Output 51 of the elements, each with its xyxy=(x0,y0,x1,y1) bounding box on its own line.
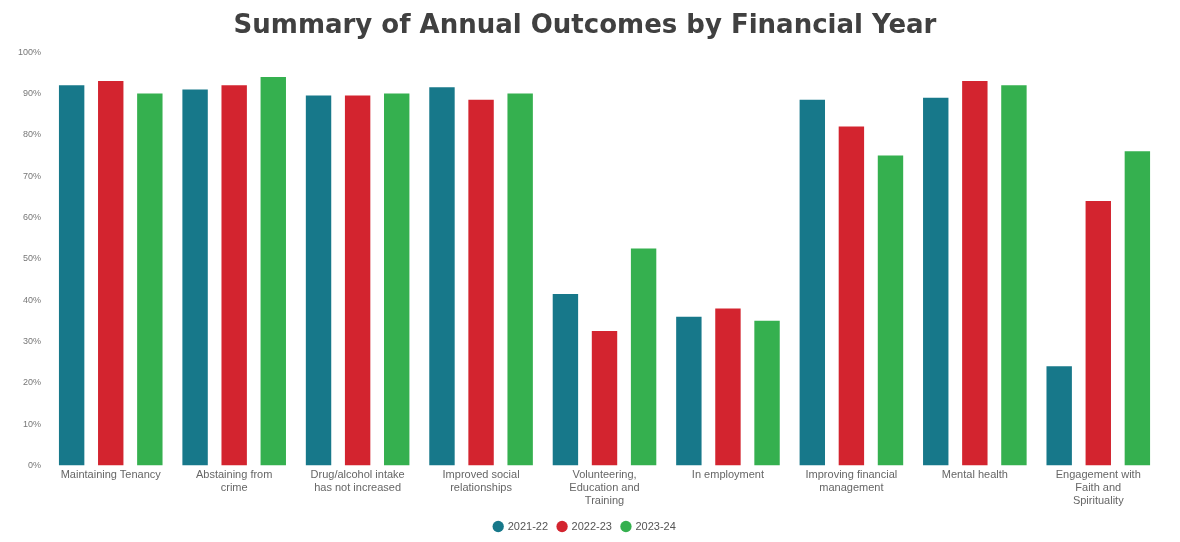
x-tick-label: Maintaining Tenancy xyxy=(60,468,162,481)
bar xyxy=(221,85,247,466)
y-tick-label: 90% xyxy=(23,88,42,98)
bar xyxy=(1085,200,1111,466)
bar xyxy=(384,93,410,466)
x-tick-label: In employment xyxy=(691,468,765,481)
bar xyxy=(676,316,702,466)
bar xyxy=(754,320,780,466)
x-tick-label: Mental health xyxy=(941,468,1008,481)
bar xyxy=(182,89,208,466)
bar xyxy=(630,248,657,466)
y-tick-label: 0% xyxy=(28,459,42,470)
x-tick-label: Improving financial management xyxy=(805,468,898,494)
bar xyxy=(1046,366,1072,466)
chart-title: Summary of Annual Outcomes by Financial Year xyxy=(233,9,937,40)
bar xyxy=(468,99,494,466)
x-tick-label: Improved social relationships xyxy=(442,468,520,494)
bar xyxy=(552,293,579,466)
y-tick-label: 40% xyxy=(23,294,42,305)
bar xyxy=(344,95,371,466)
legend-label: 2023-24 xyxy=(635,519,676,532)
y-tick-label: 80% xyxy=(23,129,42,140)
y-tick-label: 100% xyxy=(17,46,42,57)
bar xyxy=(98,81,124,466)
bar xyxy=(923,97,949,466)
y-tick-label: 30% xyxy=(23,335,42,346)
y-tick-label: 70% xyxy=(23,170,42,181)
bar xyxy=(58,85,85,466)
bar xyxy=(591,331,618,466)
x-tick-label: Abstaining from crime xyxy=(195,468,273,494)
legend-label: 2021-22 xyxy=(507,519,549,532)
bar xyxy=(507,93,533,466)
bar xyxy=(799,99,826,466)
x-tick-label: Engagement with Faith and Spirituality xyxy=(1055,468,1141,507)
bar xyxy=(137,93,163,466)
bar xyxy=(838,126,865,466)
bar xyxy=(260,76,286,466)
bar xyxy=(962,81,988,466)
y-tick-label: 60% xyxy=(23,211,42,222)
y-tick-label: 10% xyxy=(23,418,42,429)
x-tick-label: Volunteering, Education and Training xyxy=(569,468,640,507)
bar xyxy=(1124,151,1151,466)
y-tick-label: 50% xyxy=(23,253,42,264)
bar xyxy=(1001,85,1027,466)
bar xyxy=(715,308,741,466)
bar xyxy=(429,87,455,466)
legend-label: 2022-23 xyxy=(571,519,612,532)
y-tick-label: 20% xyxy=(23,377,42,388)
bar xyxy=(877,155,904,466)
bar xyxy=(305,95,332,466)
x-tick-label: Drug/alcohol intake has not increased xyxy=(310,468,405,494)
